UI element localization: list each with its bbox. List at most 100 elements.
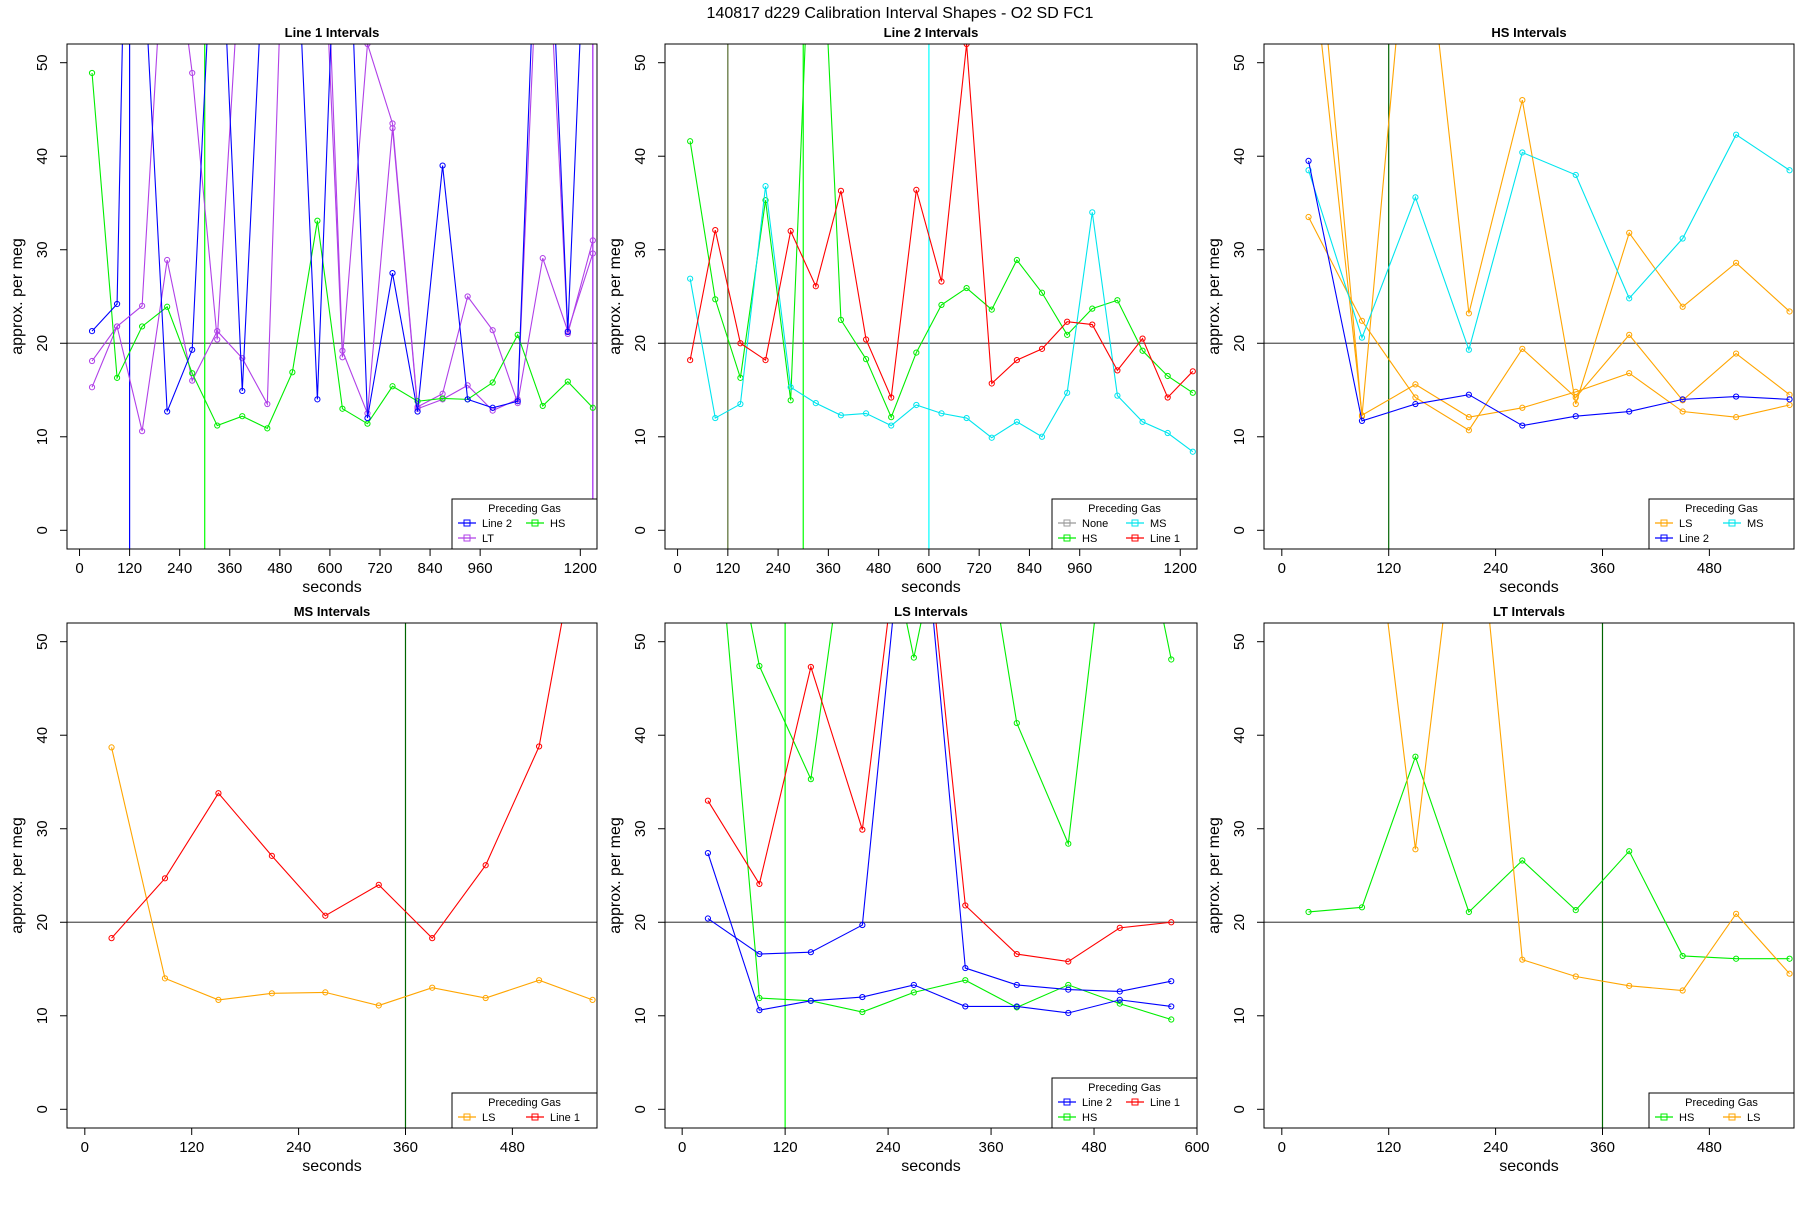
data-point bbox=[589, 996, 596, 1003]
legend-swatch-marker bbox=[1728, 1113, 1736, 1121]
data-point bbox=[1168, 978, 1175, 985]
x-tick-label: 360 bbox=[1590, 1139, 1615, 1156]
data-point bbox=[1786, 308, 1793, 315]
data-point bbox=[913, 349, 920, 356]
y-tick-label: 20 bbox=[34, 914, 51, 931]
data-point bbox=[482, 994, 489, 1002]
legend-swatch-marker bbox=[1131, 519, 1139, 527]
data-point bbox=[88, 384, 96, 391]
series-line-ls bbox=[1308, 216, 1790, 431]
data-point bbox=[963, 284, 970, 292]
x-tick-label: 960 bbox=[1067, 560, 1092, 577]
data-point bbox=[988, 434, 995, 441]
data-point bbox=[1519, 422, 1526, 429]
legend: Preceding Gas Line 2 Line 1 HS bbox=[1051, 1077, 1198, 1129]
x-tick-label: 120 bbox=[1376, 560, 1401, 577]
data-point bbox=[536, 743, 543, 750]
data-point bbox=[962, 1003, 969, 1010]
x-tick-label: 240 bbox=[766, 560, 791, 577]
data-point bbox=[888, 394, 895, 401]
data-point bbox=[1465, 427, 1472, 434]
data-point bbox=[1519, 97, 1526, 104]
legend-item-label: LS bbox=[1747, 1112, 1760, 1124]
data-point bbox=[429, 935, 436, 942]
data-point bbox=[913, 186, 920, 193]
data-point bbox=[1572, 413, 1579, 420]
data-point bbox=[1786, 955, 1793, 962]
data-point bbox=[389, 270, 396, 277]
data-point bbox=[88, 328, 96, 335]
legend: Preceding Gas Line 2 HS LT bbox=[451, 498, 598, 550]
data-point bbox=[1465, 908, 1472, 916]
data-point bbox=[189, 346, 196, 353]
panel-title: Line 1 Intervals bbox=[285, 25, 380, 40]
plot-frame bbox=[664, 622, 1198, 1129]
data-point bbox=[239, 387, 246, 395]
data-point bbox=[464, 396, 471, 403]
y-tick-label: 10 bbox=[1231, 428, 1248, 445]
x-tick-label: 0 bbox=[1278, 560, 1286, 577]
x-tick-label: 600 bbox=[317, 560, 342, 577]
data-point bbox=[1572, 171, 1579, 179]
y-tick-label: 0 bbox=[632, 526, 649, 534]
data-point bbox=[139, 323, 146, 330]
legend-swatch-marker bbox=[531, 1113, 539, 1121]
data-point bbox=[1626, 848, 1633, 855]
x-axis-label: seconds bbox=[901, 579, 961, 596]
data-point bbox=[1065, 1009, 1072, 1017]
data-point bbox=[113, 323, 121, 330]
data-point bbox=[705, 405, 710, 410]
y-tick-label: 50 bbox=[34, 54, 51, 71]
data-point bbox=[807, 663, 814, 671]
y-tick-label: 50 bbox=[1231, 54, 1248, 71]
y-tick-label: 0 bbox=[1231, 526, 1248, 534]
data-point bbox=[322, 989, 329, 996]
data-point bbox=[1412, 194, 1419, 201]
data-point bbox=[464, 293, 471, 300]
data-point bbox=[1412, 394, 1419, 401]
legend-swatch-marker bbox=[463, 534, 471, 542]
data-point bbox=[564, 328, 571, 336]
data-point bbox=[1116, 996, 1123, 1003]
data-point bbox=[1358, 334, 1366, 341]
data-point bbox=[1089, 305, 1096, 312]
data-point bbox=[1733, 414, 1740, 421]
data-point bbox=[756, 880, 763, 888]
data-point bbox=[859, 921, 866, 929]
data-point bbox=[910, 654, 917, 661]
data-point bbox=[812, 400, 819, 407]
legend-item-label: Line 1 bbox=[1150, 533, 1180, 545]
data-point bbox=[1189, 368, 1196, 375]
data-point bbox=[1519, 149, 1526, 156]
y-tick-label: 40 bbox=[1231, 727, 1248, 744]
series-line-hs bbox=[726, 623, 1172, 1021]
data-point bbox=[1412, 400, 1419, 408]
data-point bbox=[1626, 370, 1633, 377]
data-point bbox=[962, 964, 969, 972]
x-tick-label: 360 bbox=[816, 560, 841, 577]
data-point bbox=[862, 356, 870, 363]
data-point bbox=[712, 296, 719, 303]
data-point bbox=[1038, 345, 1046, 352]
y-tick-label: 30 bbox=[34, 241, 51, 258]
x-tick-label: 720 bbox=[367, 560, 392, 577]
plot-area bbox=[67, 623, 597, 1128]
data-point bbox=[787, 227, 794, 235]
legend-swatch-marker bbox=[531, 519, 539, 527]
y-tick-label: 0 bbox=[34, 1105, 51, 1113]
data-point bbox=[1139, 347, 1146, 354]
data-point bbox=[1168, 919, 1175, 926]
y-tick-label: 10 bbox=[34, 1007, 51, 1024]
x-tick-label: 960 bbox=[468, 560, 493, 577]
legend-item-label: LT bbox=[482, 533, 494, 545]
x-axis-label: seconds bbox=[901, 1158, 961, 1175]
data-point bbox=[489, 379, 496, 386]
legend-item-label: Line 2 bbox=[482, 518, 512, 530]
x-axis-label: seconds bbox=[1499, 579, 1559, 596]
x-tick-label: 360 bbox=[1590, 560, 1615, 577]
data-point bbox=[1064, 331, 1071, 338]
y-axis-label: approx. per meg bbox=[607, 817, 624, 934]
data-point bbox=[589, 237, 596, 244]
data-point bbox=[1065, 981, 1072, 989]
plot-area bbox=[1264, 44, 1794, 549]
